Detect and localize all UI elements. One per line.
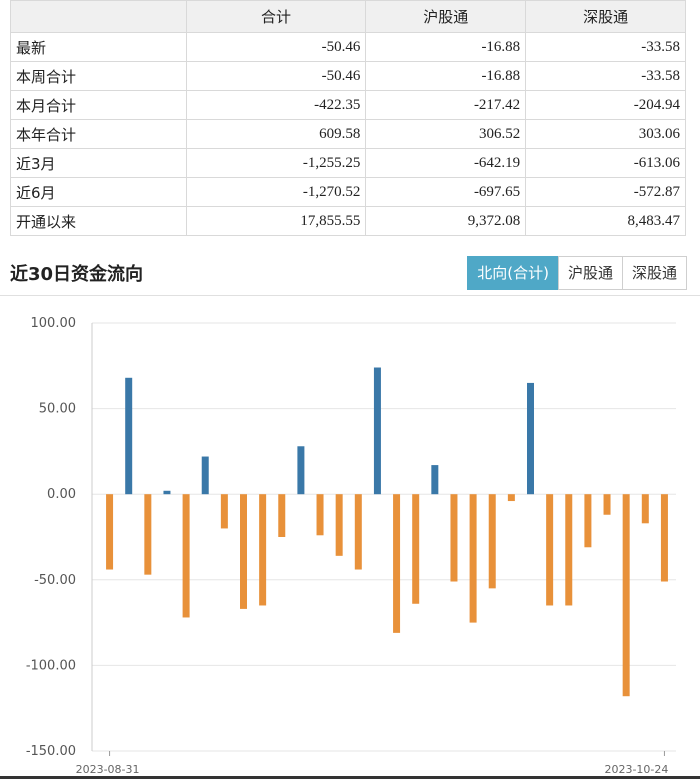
- section-title: 近30日资金流向: [10, 264, 144, 285]
- tab-northbound-total[interactable]: 北向(合计): [467, 256, 559, 290]
- bar: [240, 494, 247, 609]
- bar: [450, 494, 458, 582]
- row-sz: -33.58: [525, 61, 686, 91]
- row-sz: 8,483.47: [525, 206, 686, 236]
- y-tick-label: 100.00: [31, 316, 77, 331]
- row-total: -50.46: [185, 61, 367, 91]
- row-sz: -204.94: [525, 90, 686, 120]
- bar: [201, 456, 209, 495]
- header-empty: [10, 0, 187, 33]
- row-label: 本月合计: [10, 90, 187, 120]
- y-tick-label: 0.00: [47, 487, 76, 502]
- header-sz: 深股通: [525, 0, 686, 33]
- table-row: 本月合计 -422.35 -217.42 -204.94: [10, 90, 686, 120]
- bar: [507, 494, 515, 502]
- divider: [0, 295, 700, 296]
- bar: [125, 377, 133, 495]
- y-tick-label: -50.00: [34, 573, 76, 588]
- row-sz: -572.87: [525, 177, 686, 207]
- table-row: 本周合计 -50.46 -16.88 -33.58: [10, 61, 686, 91]
- bar: [488, 494, 496, 589]
- row-label: 近6月: [10, 177, 187, 207]
- bar: [641, 494, 649, 524]
- header-sh: 沪股通: [365, 0, 527, 33]
- table-row: 近3月 -1,255.25 -642.19 -613.06: [10, 148, 686, 178]
- stats-table: 合计 沪股通 深股通 最新 -50.46 -16.88 -33.58 本周合计 -50.4…: [10, 0, 686, 236]
- bar: [546, 494, 554, 606]
- flow-chart: 100.0050.000.00-50.00-100.00-150.002023-…: [26, 316, 676, 776]
- row-total: -50.46: [185, 32, 367, 62]
- bar: [469, 494, 477, 623]
- row-total: -422.35: [185, 90, 367, 120]
- bar: [354, 494, 362, 570]
- bar: [335, 494, 343, 556]
- row-label: 最新: [10, 32, 187, 62]
- bar: [431, 465, 439, 495]
- row-sz: -33.58: [525, 32, 686, 62]
- bar: [106, 494, 114, 570]
- flow-tabs: 北向(合计) 沪股通 深股通: [467, 256, 687, 290]
- bar: [220, 494, 228, 529]
- bar: [393, 494, 401, 633]
- bar: [584, 494, 592, 548]
- row-total: -1,255.25: [185, 148, 367, 178]
- bottom-bar: [0, 776, 700, 779]
- bar: [259, 494, 267, 606]
- table-row: 本年合计 609.58 306.52 303.06: [10, 119, 686, 149]
- y-tick-label: -100.00: [26, 658, 76, 673]
- bar: [144, 494, 152, 575]
- table-row: 开通以来 17,855.55 9,372.08 8,483.47: [10, 206, 686, 236]
- row-sz: 303.06: [525, 119, 686, 149]
- tab-shenzhen-connect[interactable]: 深股通: [621, 256, 687, 290]
- row-sh: -16.88: [365, 61, 527, 91]
- row-sh: -697.65: [365, 177, 527, 207]
- bar: [565, 494, 573, 606]
- bar: [660, 494, 668, 582]
- row-sh: -642.19: [365, 148, 527, 178]
- row-label: 本周合计: [10, 61, 187, 91]
- row-total: 17,855.55: [185, 206, 367, 236]
- bar: [412, 494, 420, 604]
- row-total: -1,270.52: [185, 177, 367, 207]
- tab-shanghai-connect[interactable]: 沪股通: [557, 256, 623, 290]
- header-total: 合计: [185, 0, 367, 33]
- row-sh: 9,372.08: [365, 206, 527, 236]
- row-label: 本年合计: [10, 119, 187, 149]
- table-row: 近6月 -1,270.52 -697.65 -572.87: [10, 177, 686, 207]
- y-tick-label: 50.00: [39, 402, 76, 417]
- bar: [603, 494, 611, 515]
- bar: [297, 446, 305, 495]
- bar: [182, 494, 190, 618]
- bar: [622, 494, 630, 697]
- row-sh: -16.88: [365, 32, 527, 62]
- bar: [373, 367, 381, 495]
- bar: [278, 494, 286, 537]
- row-sh: 306.52: [365, 119, 527, 149]
- row-total: 609.58: [185, 119, 367, 149]
- y-tick-label: -150.00: [26, 744, 76, 759]
- row-sh: -217.42: [365, 90, 527, 120]
- row-sz: -613.06: [525, 148, 686, 178]
- x-tick-label: 2023-08-31: [76, 763, 140, 776]
- bar: [163, 490, 171, 495]
- row-label: 近3月: [10, 148, 187, 178]
- x-tick-label: 2023-10-24: [604, 763, 668, 776]
- table-header-row: 合计 沪股通 深股通: [10, 0, 686, 33]
- bar: [316, 494, 324, 536]
- table-row: 最新 -50.46 -16.88 -33.58: [10, 32, 686, 62]
- row-label: 开通以来: [10, 206, 187, 236]
- bar: [527, 382, 534, 495]
